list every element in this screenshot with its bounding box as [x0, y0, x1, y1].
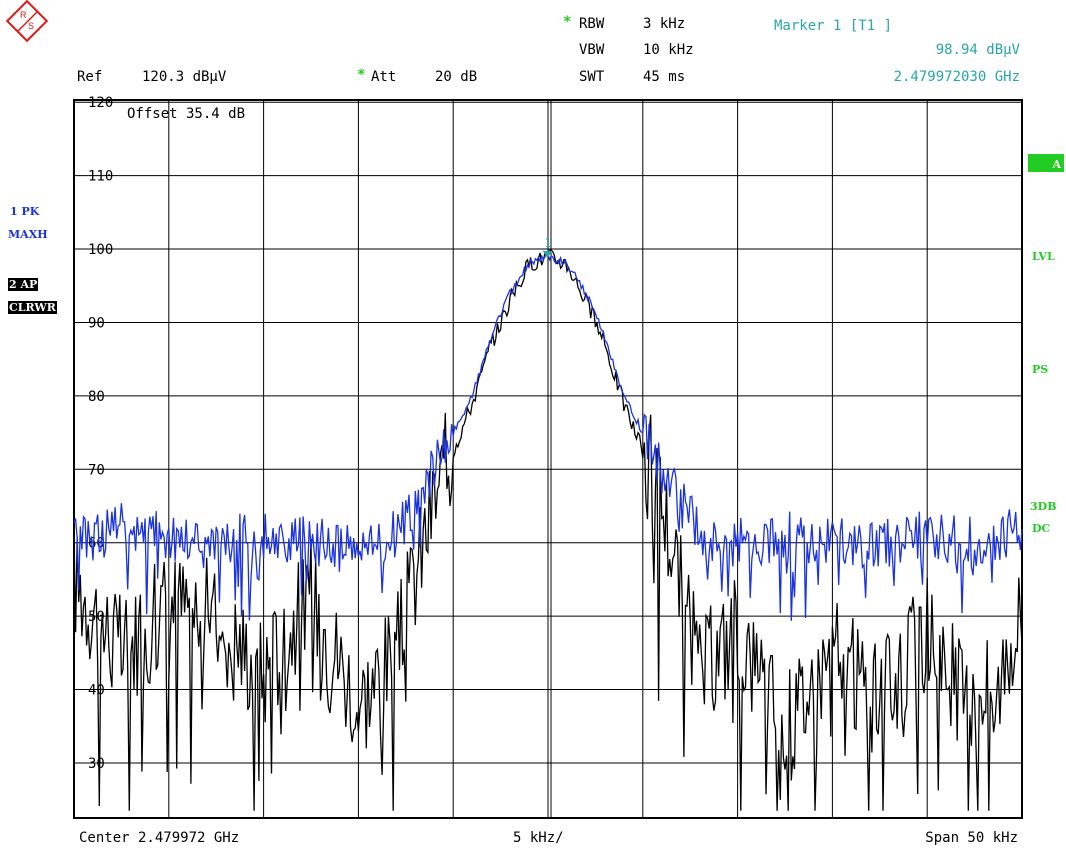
marker-1-symbol [542, 250, 553, 258]
att-value: 20 dB [435, 69, 478, 85]
y-tick-label: 90 [88, 315, 105, 331]
marker-level: 98.94 dBµV [935, 42, 1020, 58]
rbw-label: RBW [579, 16, 605, 32]
rbw-star: * [563, 14, 572, 30]
division-label: 5 kHz/ [513, 830, 564, 846]
rohde-schwarz-logo: R S [5, 0, 49, 43]
vbw-label: VBW [579, 42, 605, 58]
trace2-detector-label: 2 AP [8, 278, 39, 291]
a-indicator: A [1028, 154, 1064, 172]
svg-text:R: R [20, 10, 27, 20]
trace1-detector-label: 1 PK [10, 205, 40, 218]
marker-frequency: 2.479972030 GHz [893, 69, 1020, 85]
trace2-mode-label: CLRWR [8, 301, 57, 314]
y-tick-label: 40 [88, 683, 105, 699]
att-label: Att [371, 69, 397, 85]
y-tick-label: 100 [88, 242, 113, 258]
svg-text:S: S [28, 21, 34, 31]
lvl-indicator: LVL [1032, 250, 1055, 263]
vbw-value: 10 kHz [643, 42, 694, 58]
y-tick-label: 110 [88, 169, 113, 185]
att-star: * [357, 67, 366, 83]
marker-1-label: 1 [544, 236, 551, 250]
ps-indicator: PS [1032, 363, 1049, 376]
ref-value: 120.3 dBµV [142, 69, 227, 85]
swt-value: 45 ms [643, 69, 686, 85]
center-frequency: Center 2.479972 GHz [79, 830, 240, 846]
ref-label: Ref [77, 69, 103, 85]
3db-indicator: 3DB [1030, 500, 1057, 513]
y-tick-label: 120 [88, 95, 113, 111]
y-tick-label: 80 [88, 389, 105, 405]
marker-title: Marker 1 [T1 ] [774, 18, 893, 34]
y-tick-label: 30 [88, 756, 105, 772]
offset-label: Offset 35.4 dB [127, 106, 246, 122]
span-label: Span 50 kHz [925, 830, 1018, 846]
swt-label: SWT [579, 69, 605, 85]
rbw-value: 3 kHz [643, 16, 686, 32]
y-tick-label: 70 [88, 462, 105, 478]
dc-indicator: DC [1032, 522, 1051, 535]
trace1-mode-label: MAXH [8, 228, 48, 241]
